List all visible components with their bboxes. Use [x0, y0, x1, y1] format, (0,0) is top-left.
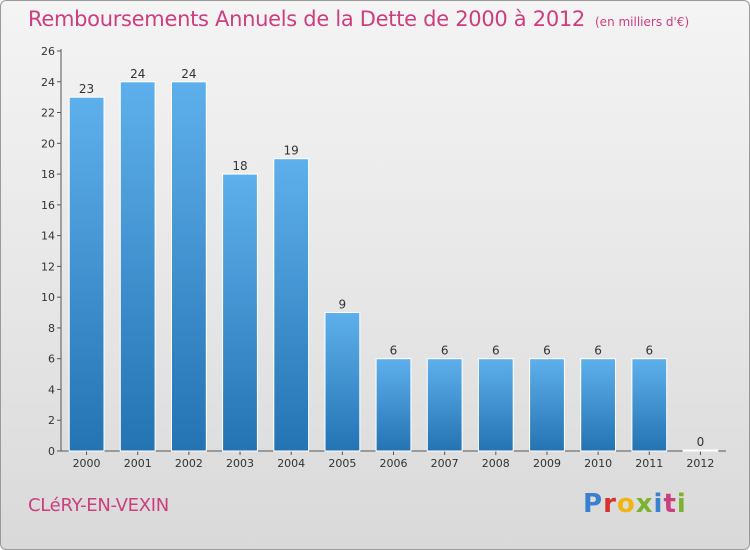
logo-letter: i	[653, 489, 664, 519]
bar-2004	[273, 158, 310, 452]
bar-2002	[171, 81, 207, 452]
bar-2003	[222, 173, 258, 452]
data-label-2005: 9	[339, 298, 347, 312]
x-tick-label-2007: 2007	[431, 457, 459, 470]
title-line: Remboursements Annuels de la Dette de 20…	[28, 7, 689, 31]
bar-2007	[426, 358, 463, 452]
proxiti-logo: Proxiti	[583, 489, 687, 519]
y-tick-label: 20	[41, 137, 55, 150]
y-tick-label: 2	[48, 414, 55, 427]
y-tick-label: 16	[41, 199, 55, 212]
y-tick-label: 6	[48, 353, 55, 366]
y-tick-label: 26	[41, 45, 55, 58]
x-tick-label-2003: 2003	[226, 457, 254, 470]
logo-letter: o	[616, 489, 636, 519]
y-tick-label: 8	[48, 322, 55, 335]
data-label-2008: 6	[492, 344, 500, 358]
y-tick-label: 18	[41, 168, 55, 181]
x-tick-label-2009: 2009	[533, 457, 561, 470]
logo-letter: P	[583, 489, 604, 519]
bar-2005	[324, 312, 361, 452]
x-tick-label-2002: 2002	[175, 457, 203, 470]
labels: 0246810121416182022242623200024200124200…	[41, 45, 714, 470]
bar-2006	[375, 358, 412, 452]
x-tick-label-2000: 2000	[73, 457, 101, 470]
x-tick-label-2005: 2005	[328, 457, 356, 470]
y-tick-label: 0	[48, 445, 55, 458]
bar-2011	[631, 358, 668, 452]
commune-name: CLéRY-EN-VEXIN	[28, 495, 169, 516]
y-tick-label: 22	[41, 107, 55, 120]
data-label-2002: 24	[181, 67, 196, 81]
bar-2001	[119, 81, 156, 452]
y-tick-label: 4	[48, 383, 55, 396]
y-tick-label: 12	[41, 260, 55, 273]
data-label-2007: 6	[441, 344, 449, 358]
bar-2000	[68, 96, 105, 452]
bar-2010	[580, 358, 617, 452]
data-label-2010: 6	[594, 344, 602, 358]
bar-2009	[529, 358, 565, 452]
x-tick-label-2008: 2008	[482, 457, 510, 470]
data-label-2000: 23	[79, 82, 94, 96]
data-label-2006: 6	[390, 344, 398, 358]
logo-letter: r	[603, 489, 617, 519]
chart-title: Remboursements Annuels de la Dette de 20…	[28, 7, 585, 31]
bar-2012	[682, 449, 719, 452]
data-label-2001: 24	[130, 67, 145, 81]
logo-letter: i	[676, 489, 687, 519]
data-label-2003: 18	[232, 159, 247, 173]
y-tick-label: 14	[41, 230, 55, 243]
x-tick-label-2010: 2010	[584, 457, 612, 470]
data-label-2012: 0	[697, 435, 705, 449]
bars	[68, 81, 719, 452]
x-tick-label-2006: 2006	[380, 457, 408, 470]
data-label-2004: 19	[284, 144, 299, 158]
x-tick-label-2001: 2001	[124, 457, 152, 470]
y-tick-label: 24	[41, 76, 55, 89]
logo-letter: t	[663, 489, 677, 519]
data-label-2011: 6	[645, 344, 653, 358]
data-label-2009: 6	[543, 344, 551, 358]
x-tick-label-2004: 2004	[277, 457, 305, 470]
y-tick-label: 10	[41, 291, 55, 304]
chart-subtitle: (en milliers d'€)	[595, 15, 690, 29]
bar-2008	[477, 358, 514, 452]
logo-letter: x	[635, 489, 654, 519]
x-tick-label-2012: 2012	[686, 457, 714, 470]
x-tick-label-2011: 2011	[635, 457, 663, 470]
